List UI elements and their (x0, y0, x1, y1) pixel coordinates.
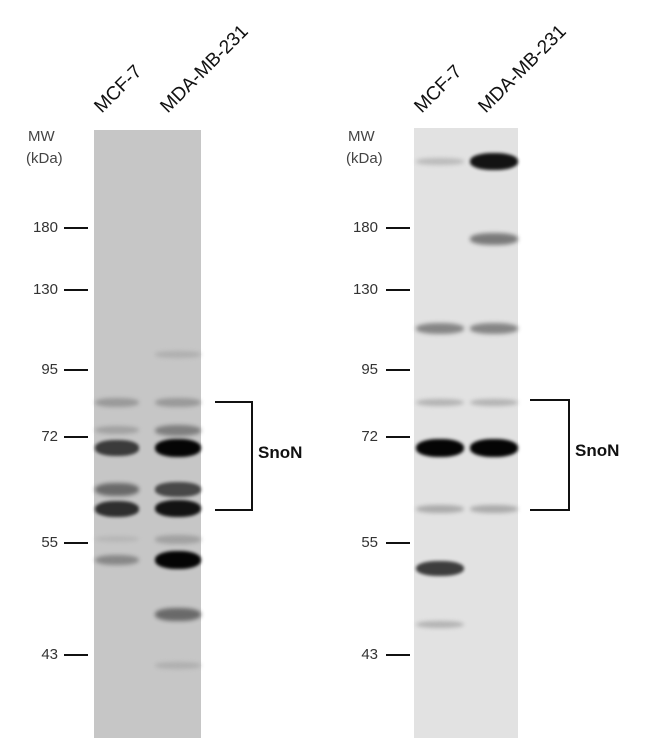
unit-label-right: (kDa) (346, 150, 383, 167)
marker-tick (64, 654, 88, 656)
mw-label-right: MW (348, 128, 375, 145)
marker-label-95: 95 (41, 361, 58, 378)
marker-tick (386, 542, 410, 544)
lane-label-mcf7-right: MCF-7 (410, 61, 467, 118)
unit-label-left: (kDa) (26, 150, 63, 167)
protein-band (155, 482, 201, 497)
marker-label-43: 43 (41, 646, 58, 663)
protein-band (416, 322, 464, 334)
protein-band (155, 424, 201, 436)
lane-label-mcf7-left: MCF-7 (90, 61, 147, 118)
protein-band (155, 550, 201, 569)
protein-band (155, 398, 201, 408)
marker-label-130: 130 (32, 281, 58, 298)
protein-band (155, 350, 201, 358)
protein-band (470, 439, 518, 458)
protein-band (470, 398, 518, 407)
marker-tick (64, 542, 88, 544)
lane-label-mdamb231-left: MDA-MB-231 (156, 21, 253, 118)
marker-label-55: 55 (41, 534, 58, 551)
protein-band (470, 233, 518, 245)
protein-band (416, 504, 464, 513)
lane-label-mdamb231-right: MDA-MB-231 (474, 21, 571, 118)
marker-tick (64, 436, 88, 438)
target-label-right: SnoN (575, 441, 620, 460)
protein-band (416, 158, 464, 166)
protein-band (95, 554, 139, 565)
marker-label-55: 55 (361, 534, 378, 551)
marker-label-72: 72 (41, 428, 58, 445)
marker-label-95: 95 (361, 361, 378, 378)
protein-band (155, 535, 201, 544)
protein-band (155, 608, 201, 621)
protein-band (155, 500, 201, 518)
protein-band (470, 322, 518, 334)
marker-label-180: 180 (352, 219, 378, 236)
marker-label-180: 180 (32, 219, 58, 236)
protein-band (95, 398, 139, 408)
protein-band (155, 662, 201, 670)
marker-tick (386, 289, 410, 291)
marker-tick (64, 369, 88, 371)
marker-tick (386, 227, 410, 229)
protein-band (95, 483, 139, 496)
protein-band (470, 504, 518, 513)
protein-band (470, 152, 518, 171)
mw-label-left: MW (28, 128, 55, 145)
marker-tick (386, 436, 410, 438)
bracket-left (215, 401, 253, 511)
protein-band (95, 536, 139, 543)
protein-band (416, 620, 464, 629)
marker-tick (386, 369, 410, 371)
protein-band (416, 398, 464, 407)
marker-label-130: 130 (352, 281, 378, 298)
protein-band (95, 440, 139, 456)
protein-band (95, 426, 139, 435)
target-label-left: SnoN (258, 443, 303, 462)
protein-band (416, 439, 464, 458)
marker-label-43: 43 (361, 646, 378, 663)
marker-tick (386, 654, 410, 656)
marker-label-72: 72 (361, 428, 378, 445)
protein-band (155, 439, 201, 458)
blot-panel-right (414, 128, 518, 738)
bracket-right (530, 399, 570, 511)
protein-band (416, 560, 464, 577)
protein-band (95, 500, 139, 517)
marker-tick (64, 227, 88, 229)
marker-tick (64, 289, 88, 291)
